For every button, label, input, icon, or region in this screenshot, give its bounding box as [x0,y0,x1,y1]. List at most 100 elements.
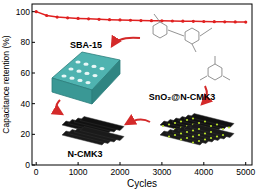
point [160,19,163,22]
sno2-dot [168,135,170,137]
pore [92,74,97,77]
sno2-dot [198,134,200,136]
sno2-dot [216,123,218,125]
point [171,19,174,22]
sno2-dot [180,132,182,134]
sno2-dot [186,131,188,133]
pore [69,77,74,80]
arrow [56,100,62,114]
x-tick [203,162,204,165]
y-tick-label: 60 [21,68,31,78]
point [45,14,48,17]
sno2-dot [222,128,224,130]
sno2-dot [198,122,200,124]
point [56,15,59,18]
sno2-dot [180,120,182,122]
x-tick-label: 5000 [236,167,255,177]
pore [83,63,88,66]
pore [77,79,82,82]
sno2-dot [204,138,206,140]
y-tick-label: 100 [16,7,30,17]
annotation: SBA-15 [70,40,102,50]
sno2-dot [210,131,212,133]
pore [61,74,66,77]
point [66,16,69,19]
pore [85,81,90,84]
point [97,18,100,21]
x-tick-label: 4000 [194,167,213,177]
pore [76,70,81,73]
x-tick-label: 2000 [111,167,130,177]
x-axis-label: Cycles [127,178,157,189]
sno2-dot [198,134,200,136]
sno2-dot [204,132,206,134]
point [76,17,79,20]
x-tick [161,162,162,165]
point [150,19,153,22]
y-tick [32,73,35,74]
sno2-dot [204,120,206,122]
point [234,20,237,23]
point [139,19,142,22]
illustrations [52,14,234,145]
y-tick-label: 20 [21,129,31,139]
point [87,17,90,20]
point [213,20,216,23]
annotation: SnO₂@N-CMK3 [149,92,215,102]
y-tick-label: 80 [21,37,31,47]
point [129,19,132,22]
x-tick [120,162,121,165]
series-group [35,10,248,24]
y-tick [32,134,35,135]
sno2-dot [162,125,164,127]
sno2-dot [174,134,176,136]
sno2-dot [204,132,206,134]
point [108,18,111,21]
point [192,20,195,23]
sno2-dot [210,131,212,133]
y-tick [32,42,35,43]
sno2-dot [228,126,230,128]
sno2-dot [186,137,188,139]
sno2-dot [198,128,200,130]
sno2-dot [198,140,200,142]
y-tick-label: 0 [25,160,30,170]
sno2-dot [192,129,194,131]
sba15-side2 [92,60,120,104]
y-axis-label: Capacitance retention (%) [1,35,11,133]
sba15-side [52,78,92,104]
point [118,18,121,21]
pore [75,60,80,63]
point [35,10,38,13]
pore [68,67,73,70]
sno2-dot [198,128,200,130]
annotation: N-CMK3 [68,149,103,159]
point [181,20,184,23]
x-tick-label: 1000 [69,167,88,177]
pore [84,72,89,75]
sno2-dot [174,122,176,124]
sno2-dot [210,125,212,127]
sno2-dot [210,137,212,139]
x-tick [78,162,79,165]
rod [190,124,234,138]
y-tick [32,103,35,104]
pore [99,67,104,70]
pore [91,65,96,68]
point [223,20,226,23]
sno2-dot [192,141,194,143]
x-tick-label: 3000 [152,167,171,177]
sno2-dot [192,135,194,137]
sno2-dot [216,135,218,137]
x-tick-label: 0 [34,167,39,177]
rod [80,127,124,141]
arrow [112,38,140,46]
sno2-dot [192,129,194,131]
point [202,20,205,23]
arrow [126,119,150,124]
point [244,20,247,23]
sno2-dot [186,119,188,121]
molecule [153,14,230,80]
x-tick [245,162,246,165]
sno2-dot [180,138,182,140]
